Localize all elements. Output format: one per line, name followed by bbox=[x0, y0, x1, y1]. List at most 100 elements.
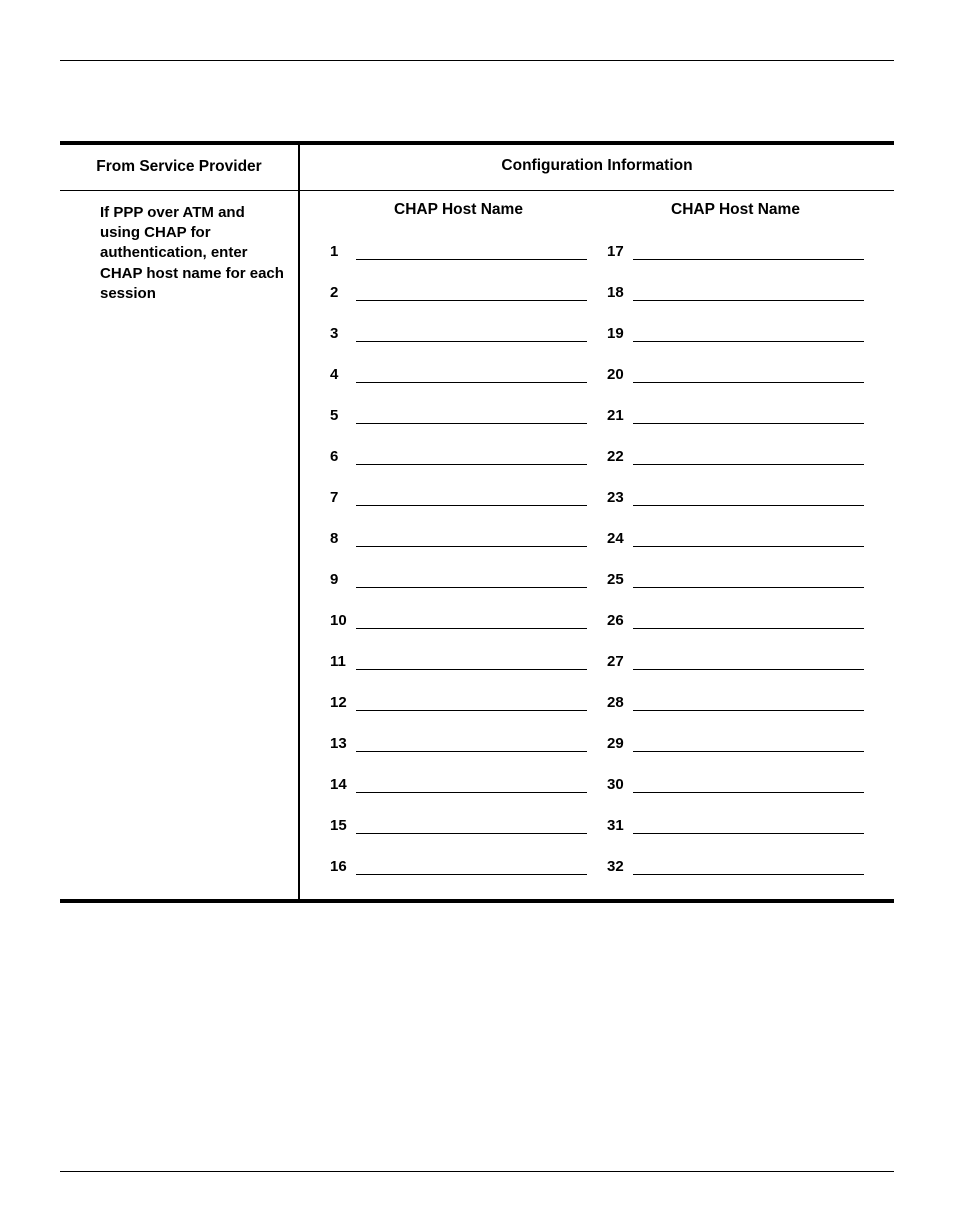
header-left: From Service Provider bbox=[60, 145, 300, 191]
blank-line[interactable] bbox=[356, 492, 587, 506]
row-number: 26 bbox=[607, 612, 631, 629]
row-number: 30 bbox=[607, 776, 631, 793]
col2-header: CHAP Host Name bbox=[607, 195, 864, 233]
blank-line[interactable] bbox=[356, 287, 587, 301]
row-number: 27 bbox=[607, 653, 631, 670]
col2-row: 19 bbox=[607, 315, 864, 356]
blank-line[interactable] bbox=[633, 328, 864, 342]
row-number: 14 bbox=[330, 776, 354, 793]
col1-row: 15 bbox=[330, 807, 587, 848]
col2-row: 28 bbox=[607, 684, 864, 725]
table-body-row: If PPP over ATM and using CHAP for authe… bbox=[60, 191, 894, 899]
blank-line[interactable] bbox=[356, 738, 587, 752]
blank-line[interactable] bbox=[356, 533, 587, 547]
blank-line[interactable] bbox=[356, 574, 587, 588]
col2-row: 30 bbox=[607, 766, 864, 807]
col1-row: 10 bbox=[330, 602, 587, 643]
row-number: 3 bbox=[330, 325, 354, 342]
row-number: 6 bbox=[330, 448, 354, 465]
blank-line[interactable] bbox=[356, 410, 587, 424]
col2-row: 23 bbox=[607, 479, 864, 520]
row-number: 32 bbox=[607, 858, 631, 875]
table-header-row: From Service Provider Configuration Info… bbox=[60, 145, 894, 191]
blank-line[interactable] bbox=[633, 656, 864, 670]
blank-line[interactable] bbox=[356, 779, 587, 793]
row-number: 28 bbox=[607, 694, 631, 711]
col2-row: 31 bbox=[607, 807, 864, 848]
row-number: 8 bbox=[330, 530, 354, 547]
row-number: 13 bbox=[330, 735, 354, 752]
blank-line[interactable] bbox=[633, 861, 864, 875]
row-number: 31 bbox=[607, 817, 631, 834]
col-1: CHAP Host Name 12345678910111213141516 bbox=[320, 195, 597, 889]
row-number: 7 bbox=[330, 489, 354, 506]
row-number: 24 bbox=[607, 530, 631, 547]
col2-row: 17 bbox=[607, 233, 864, 274]
col2-row: 18 bbox=[607, 274, 864, 315]
config-table: From Service Provider Configuration Info… bbox=[60, 141, 894, 903]
row-number: 25 bbox=[607, 571, 631, 588]
blank-line[interactable] bbox=[633, 410, 864, 424]
blank-line[interactable] bbox=[356, 861, 587, 875]
row-number: 5 bbox=[330, 407, 354, 424]
blank-line[interactable] bbox=[633, 246, 864, 260]
blank-line[interactable] bbox=[356, 656, 587, 670]
blank-line[interactable] bbox=[633, 820, 864, 834]
blank-line[interactable] bbox=[633, 779, 864, 793]
col1-row: 13 bbox=[330, 725, 587, 766]
row-number: 29 bbox=[607, 735, 631, 752]
col2-row: 25 bbox=[607, 561, 864, 602]
blank-line[interactable] bbox=[633, 451, 864, 465]
row-number: 4 bbox=[330, 366, 354, 383]
row-number: 19 bbox=[607, 325, 631, 342]
blank-line[interactable] bbox=[356, 615, 587, 629]
col1-row: 14 bbox=[330, 766, 587, 807]
col1-row: 1 bbox=[330, 233, 587, 274]
blank-line[interactable] bbox=[633, 533, 864, 547]
blank-line[interactable] bbox=[633, 697, 864, 711]
blank-line[interactable] bbox=[356, 246, 587, 260]
blank-line[interactable] bbox=[356, 328, 587, 342]
col2-row: 26 bbox=[607, 602, 864, 643]
col1-row: 6 bbox=[330, 438, 587, 479]
row-number: 1 bbox=[330, 243, 354, 260]
page-bottom-rule bbox=[60, 1171, 894, 1172]
row-number: 21 bbox=[607, 407, 631, 424]
col2-row: 29 bbox=[607, 725, 864, 766]
header-right: Configuration Information bbox=[300, 145, 894, 191]
blank-line[interactable] bbox=[633, 369, 864, 383]
blank-line[interactable] bbox=[356, 820, 587, 834]
page-top-rule bbox=[60, 60, 894, 61]
blank-line[interactable] bbox=[633, 492, 864, 506]
col2-row: 22 bbox=[607, 438, 864, 479]
row-number: 23 bbox=[607, 489, 631, 506]
col2-row: 27 bbox=[607, 643, 864, 684]
row-number: 17 bbox=[607, 243, 631, 260]
left-description: If PPP over ATM and using CHAP for authe… bbox=[60, 191, 300, 899]
col1-row: 2 bbox=[330, 274, 587, 315]
row-number: 9 bbox=[330, 571, 354, 588]
blank-line[interactable] bbox=[356, 369, 587, 383]
row-number: 22 bbox=[607, 448, 631, 465]
blank-line[interactable] bbox=[633, 574, 864, 588]
col1-row: 16 bbox=[330, 848, 587, 889]
col1-row: 9 bbox=[330, 561, 587, 602]
col2-row: 32 bbox=[607, 848, 864, 889]
blank-line[interactable] bbox=[633, 615, 864, 629]
blank-line[interactable] bbox=[356, 451, 587, 465]
blank-line[interactable] bbox=[356, 697, 587, 711]
col1-row: 4 bbox=[330, 356, 587, 397]
row-number: 20 bbox=[607, 366, 631, 383]
col1-row: 7 bbox=[330, 479, 587, 520]
row-number: 12 bbox=[330, 694, 354, 711]
row-number: 16 bbox=[330, 858, 354, 875]
col2-row: 20 bbox=[607, 356, 864, 397]
row-number: 15 bbox=[330, 817, 354, 834]
col1-row: 3 bbox=[330, 315, 587, 356]
col1-row: 12 bbox=[330, 684, 587, 725]
row-number: 2 bbox=[330, 284, 354, 301]
col1-row: 5 bbox=[330, 397, 587, 438]
blank-line[interactable] bbox=[633, 287, 864, 301]
right-content: CHAP Host Name 12345678910111213141516 C… bbox=[300, 191, 894, 899]
blank-line[interactable] bbox=[633, 738, 864, 752]
